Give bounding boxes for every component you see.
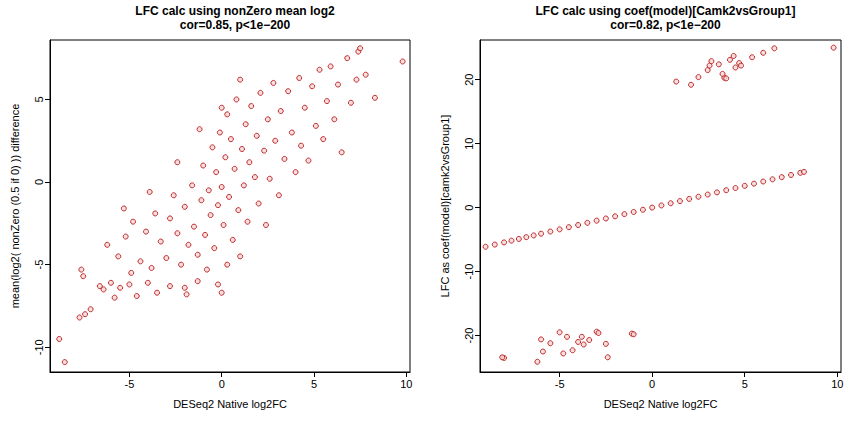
svg-text:LFC calc using coef(model)[Cam: LFC calc using coef(model)[Camk2vsGroup1… — [535, 4, 795, 18]
svg-text:-10: -10 — [33, 339, 45, 355]
svg-text:DESeq2 Native log2FC: DESeq2 Native log2FC — [173, 398, 287, 410]
svg-text:-5: -5 — [124, 378, 134, 390]
svg-text:10: 10 — [463, 138, 475, 150]
svg-text:5: 5 — [311, 378, 317, 390]
svg-text:20: 20 — [463, 74, 475, 86]
svg-text:cor=0.82, p<1e−200: cor=0.82, p<1e−200 — [610, 18, 721, 32]
svg-text:-5: -5 — [33, 260, 45, 270]
svg-text:mean(log2( nonZero (0.5 if 0): mean(log2( nonZero (0.5 if 0) )) differe… — [9, 104, 21, 309]
svg-text:-10: -10 — [463, 264, 475, 280]
svg-text:LFC calc using nonZero mean lo: LFC calc using nonZero mean log2 — [135, 4, 335, 18]
svg-text:-5: -5 — [555, 378, 565, 390]
svg-text:0: 0 — [649, 378, 655, 390]
svg-text:LFC as coef(model)[camk2vsGrou: LFC as coef(model)[camk2vsGroup1] — [439, 115, 451, 298]
svg-text:0: 0 — [219, 378, 225, 390]
svg-text:0: 0 — [463, 205, 475, 211]
svg-text:DESeq2 Native log2FC: DESeq2 Native log2FC — [604, 398, 718, 410]
svg-text:5: 5 — [33, 96, 45, 102]
svg-text:10: 10 — [400, 378, 412, 390]
svg-text:-20: -20 — [463, 328, 475, 344]
svg-text:cor=0.85, p<1e−200: cor=0.85, p<1e−200 — [180, 18, 291, 32]
svg-text:0: 0 — [33, 179, 45, 185]
svg-text:10: 10 — [831, 378, 843, 390]
svg-text:5: 5 — [742, 378, 748, 390]
